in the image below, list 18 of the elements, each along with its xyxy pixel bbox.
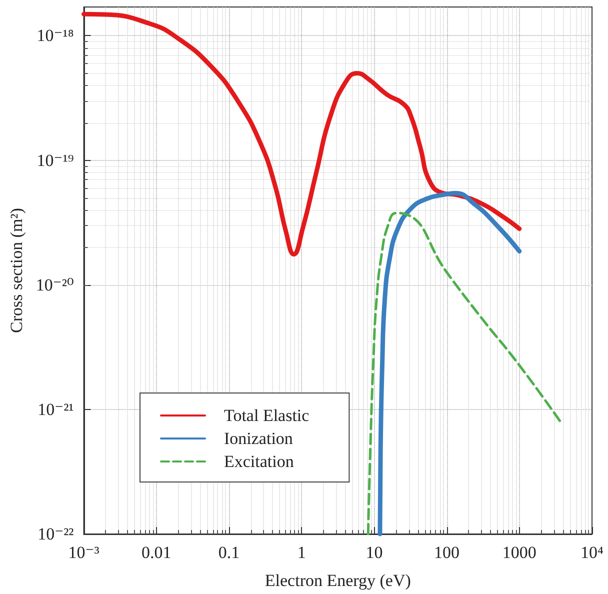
- y-tick-label: 10⁻²²: [38, 524, 74, 544]
- x-axis-title: Electron Energy (eV): [264, 571, 411, 590]
- legend-label: Total Elastic: [224, 406, 310, 425]
- x-tick-label: 10⁴: [580, 543, 604, 562]
- legend-label: Excitation: [224, 452, 294, 471]
- y-axis-title: Cross section (m²): [7, 208, 26, 334]
- y-tick-label: 10⁻²¹: [38, 400, 74, 419]
- x-tick-label: 10: [366, 543, 383, 562]
- y-tick-label: 10⁻²⁰: [36, 275, 74, 294]
- x-tick-label: 1000: [502, 543, 536, 562]
- x-tick-label: 0.01: [142, 543, 172, 562]
- y-tick-label: 10⁻¹⁹: [36, 150, 74, 170]
- x-tick-label: 100: [434, 543, 460, 562]
- legend-label: Ionization: [224, 429, 294, 448]
- y-tick-label: 10⁻¹⁸: [36, 26, 74, 46]
- x-tick-label: 0.1: [218, 543, 240, 562]
- x-tick-label: 10⁻³: [68, 543, 100, 562]
- x-tick-label: 1: [297, 543, 306, 562]
